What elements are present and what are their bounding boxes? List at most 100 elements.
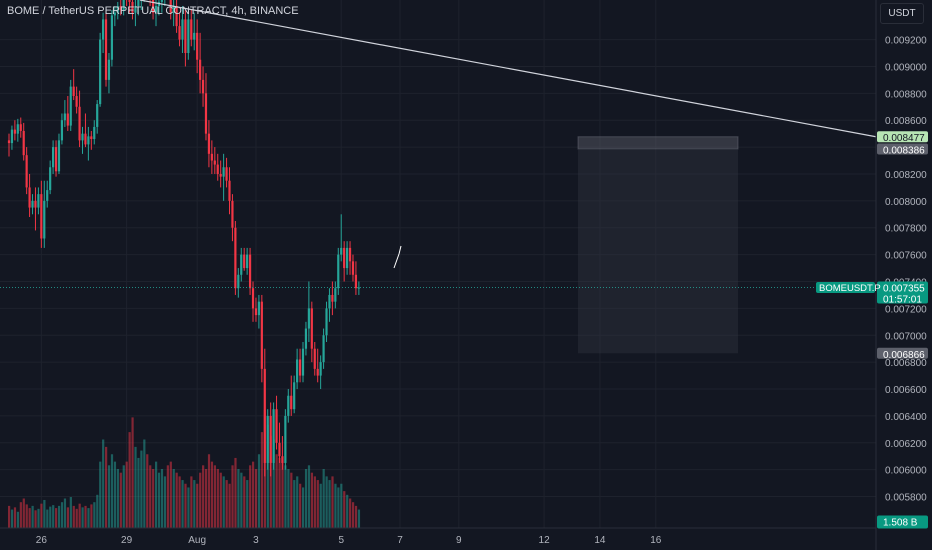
candle-body [28, 187, 31, 208]
candle-body [251, 288, 255, 309]
candle-body [122, 0, 125, 10]
candle-body [187, 19, 190, 54]
candle [113, 5, 116, 27]
candle-body [175, 5, 178, 27]
volume-bar [307, 465, 311, 528]
target-price-tag-bg [877, 143, 928, 155]
volume-bar [84, 505, 87, 528]
candle-body [90, 136, 93, 140]
candle [354, 261, 358, 295]
volume-bar [152, 469, 155, 528]
candle [284, 409, 287, 470]
candle [187, 10, 190, 60]
volume-bar [202, 465, 205, 528]
volume-bar [269, 435, 272, 528]
candle-body [340, 247, 343, 255]
target-price-tag-text: 0.008386 [883, 145, 925, 156]
volume-bar [216, 469, 219, 528]
volume-bar [340, 483, 343, 528]
candle [122, 0, 125, 16]
candle-body [75, 96, 78, 107]
candle [275, 395, 278, 450]
candle-body [266, 415, 269, 463]
candle [140, 0, 142, 10]
target-zone [577, 136, 739, 150]
candle-body [290, 395, 293, 410]
target-price-tag: 0.008386 [877, 143, 928, 156]
volume-bar [163, 476, 167, 528]
candle-body [81, 133, 84, 141]
volume-bar [316, 480, 319, 528]
candle [228, 167, 231, 215]
volume-bar [69, 497, 72, 528]
volume-bar [302, 487, 305, 528]
candle [81, 126, 84, 154]
candle-body [319, 362, 322, 376]
candle-body [237, 274, 240, 289]
volume-bar [354, 505, 358, 528]
candle [231, 194, 234, 242]
currency-button[interactable]: USDT [880, 3, 924, 24]
candle [263, 348, 266, 477]
candle [28, 173, 31, 217]
candle [260, 294, 263, 383]
candle [10, 125, 14, 150]
candle-body [304, 328, 308, 349]
candle [298, 348, 302, 383]
candle [84, 113, 87, 148]
volume-bar [228, 483, 231, 528]
price-axis[interactable]: 0.0092000.0090000.0088000.0086000.008400… [875, 0, 932, 550]
candle [175, 0, 178, 33]
volume-bar [322, 469, 325, 528]
volume-tag: 1.508 B [877, 515, 928, 529]
candle [49, 160, 52, 195]
candle-body [190, 19, 193, 40]
candle-body [25, 155, 28, 188]
candle [13, 120, 16, 141]
volume-tag-bg [877, 515, 928, 529]
candle-body [343, 247, 346, 269]
candle [169, 0, 172, 20]
volume-bar [134, 446, 137, 528]
candle [199, 32, 202, 94]
time-tick-label: 12 [539, 535, 551, 546]
time-tick-label: 26 [36, 535, 48, 546]
price-tick-label: 0.006600 [885, 385, 927, 396]
volume-bar [96, 494, 99, 528]
volume-bar [310, 472, 314, 528]
volume-bar [116, 469, 119, 528]
volume-bar [240, 472, 243, 528]
candle [316, 348, 319, 383]
symbol-tag-text: BOMEUSDT.P [819, 283, 881, 294]
candle [290, 375, 293, 416]
volume-bar [10, 509, 14, 528]
time-tick-label: 7 [397, 535, 403, 546]
candle [66, 96, 69, 131]
candle [281, 436, 284, 470]
candle [128, 0, 131, 13]
candle-body [307, 308, 310, 329]
volume-bar [190, 476, 193, 528]
price-tick-label: 0.007000 [885, 331, 927, 342]
volume-bars [8, 410, 361, 528]
candle-body [213, 160, 216, 165]
time-axis[interactable]: 26 29 Aug 3 5 7 9 12 14 16 [0, 527, 876, 546]
candle [19, 117, 22, 138]
volume-bar [254, 469, 258, 528]
candle-body [40, 194, 43, 239]
price-tick-label: 0.006000 [885, 466, 927, 477]
drawings [0, 0, 877, 289]
volume-bar [102, 439, 105, 528]
candle-body [348, 247, 352, 262]
candle [266, 409, 269, 470]
candle-body [354, 274, 358, 289]
price-tick-label: 0.006400 [885, 412, 927, 423]
volume-bar [137, 457, 140, 528]
volume-bar [290, 472, 293, 528]
candle-body [272, 409, 275, 463]
candle-body [243, 254, 246, 269]
price-tick-label: 0.005800 [885, 493, 927, 504]
candle [243, 247, 246, 271]
